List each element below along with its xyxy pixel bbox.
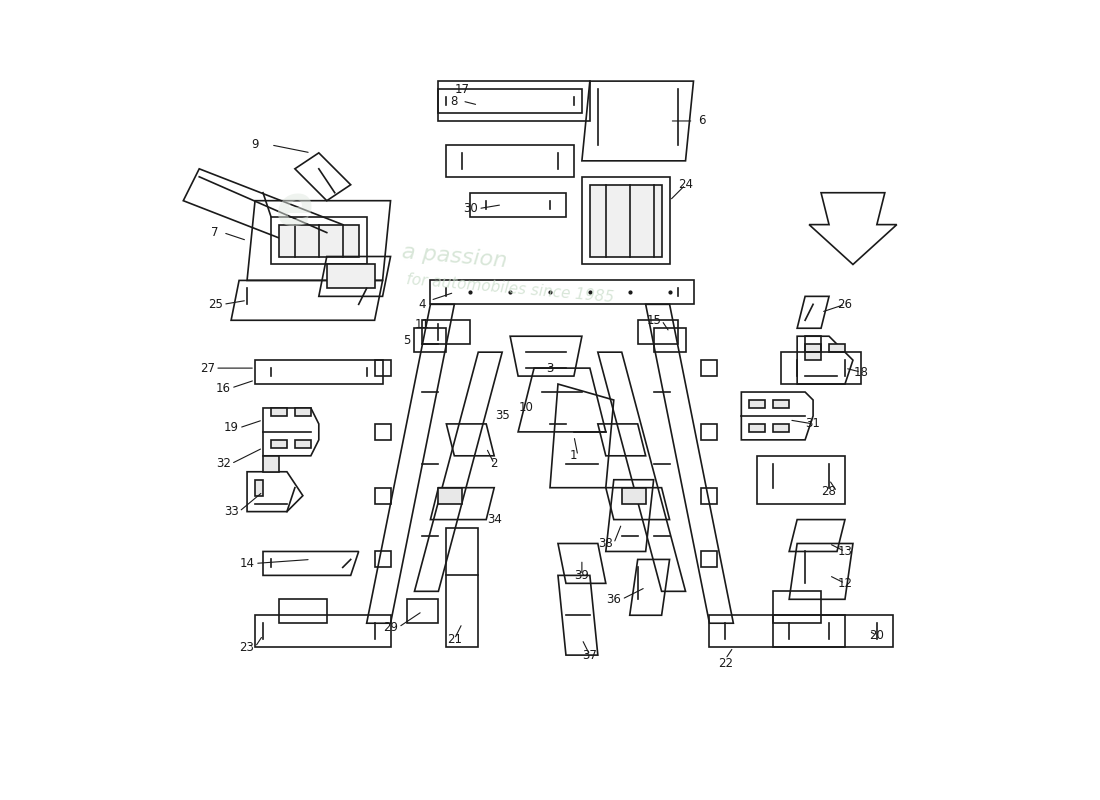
Text: 12: 12 xyxy=(837,577,852,590)
Polygon shape xyxy=(439,488,462,504)
Text: 32: 32 xyxy=(216,458,231,470)
Text: 38: 38 xyxy=(598,537,613,550)
Text: for automobiles since 1985: for automobiles since 1985 xyxy=(406,272,615,305)
Polygon shape xyxy=(590,185,661,257)
Polygon shape xyxy=(295,440,311,448)
Text: 5: 5 xyxy=(403,334,410,346)
Polygon shape xyxy=(749,424,766,432)
Text: 37: 37 xyxy=(582,649,597,662)
Text: 16: 16 xyxy=(216,382,231,394)
Polygon shape xyxy=(773,424,789,432)
Text: 39: 39 xyxy=(574,569,590,582)
Polygon shape xyxy=(271,440,287,448)
Polygon shape xyxy=(805,344,821,360)
Text: 11: 11 xyxy=(415,318,430,330)
Text: a passion: a passion xyxy=(400,242,508,271)
Text: 13: 13 xyxy=(837,545,852,558)
Text: 18: 18 xyxy=(854,366,868,378)
Text: 14: 14 xyxy=(240,557,254,570)
Text: 35: 35 xyxy=(495,410,509,422)
Text: 4: 4 xyxy=(419,298,426,311)
Polygon shape xyxy=(279,225,359,257)
Polygon shape xyxy=(271,408,287,416)
Text: e: e xyxy=(276,182,314,236)
Text: 36: 36 xyxy=(606,593,621,606)
Text: 30: 30 xyxy=(463,202,477,215)
Polygon shape xyxy=(773,400,789,408)
Text: 8: 8 xyxy=(451,94,458,107)
Text: 23: 23 xyxy=(240,641,254,654)
Text: 1: 1 xyxy=(570,450,578,462)
Text: 7: 7 xyxy=(211,226,219,239)
Text: 28: 28 xyxy=(822,485,836,498)
Text: 6: 6 xyxy=(697,114,705,127)
Text: 3: 3 xyxy=(547,362,553,374)
Text: 22: 22 xyxy=(718,657,733,670)
Polygon shape xyxy=(295,408,311,416)
Text: 15: 15 xyxy=(646,314,661,326)
Text: 34: 34 xyxy=(487,513,502,526)
Text: 9: 9 xyxy=(251,138,258,151)
Text: 20: 20 xyxy=(869,629,884,642)
Text: 27: 27 xyxy=(200,362,214,374)
Text: 24: 24 xyxy=(678,178,693,191)
Text: 26: 26 xyxy=(837,298,852,311)
Polygon shape xyxy=(263,456,279,472)
Polygon shape xyxy=(621,488,646,504)
Text: 17: 17 xyxy=(454,82,470,95)
Text: 2: 2 xyxy=(491,458,498,470)
Text: 33: 33 xyxy=(223,505,239,518)
Text: 10: 10 xyxy=(518,402,534,414)
Polygon shape xyxy=(327,265,375,288)
Text: 19: 19 xyxy=(223,422,239,434)
Text: 25: 25 xyxy=(208,298,222,311)
Polygon shape xyxy=(829,344,845,352)
Polygon shape xyxy=(255,480,263,496)
Text: 29: 29 xyxy=(383,621,398,634)
Text: 21: 21 xyxy=(447,633,462,646)
Polygon shape xyxy=(749,400,766,408)
Text: 31: 31 xyxy=(805,418,821,430)
